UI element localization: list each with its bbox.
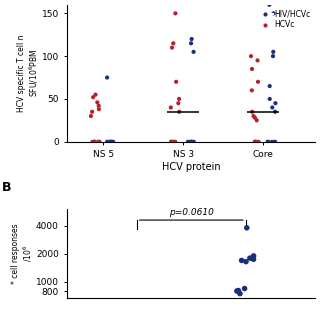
Point [234, 288, 239, 293]
Point [90, 139, 95, 144]
Point [169, 139, 174, 144]
Point [248, 53, 253, 59]
Point [270, 105, 275, 110]
Point [169, 139, 174, 144]
Point [271, 11, 276, 16]
Point [256, 139, 261, 144]
Point [189, 139, 194, 144]
Point [88, 114, 93, 119]
Point [171, 41, 176, 46]
Point [173, 139, 178, 144]
Point [273, 101, 278, 106]
Point [108, 139, 113, 144]
Point [169, 139, 174, 144]
Point [242, 286, 247, 291]
Point [108, 139, 114, 144]
Point [267, 2, 272, 7]
Point [272, 139, 277, 144]
Point [91, 95, 96, 100]
Point [189, 139, 194, 144]
Point [171, 139, 176, 144]
Point [170, 139, 175, 144]
Point [110, 139, 115, 144]
Legend: HIV/HCVc, HCVc: HIV/HCVc, HCVc [254, 6, 314, 32]
Point [168, 105, 173, 110]
Point [92, 139, 97, 144]
Point [97, 139, 102, 144]
Point [191, 49, 196, 54]
Point [273, 139, 278, 144]
Point [267, 84, 272, 89]
Point [177, 109, 182, 114]
Point [191, 139, 196, 144]
Point [266, 139, 271, 144]
Point [105, 139, 110, 144]
Point [188, 139, 194, 144]
Point [108, 139, 113, 144]
Point [269, 139, 275, 144]
Point [254, 118, 259, 123]
Point [108, 139, 113, 144]
Point [265, 139, 270, 144]
Point [92, 139, 97, 144]
Point [252, 139, 257, 144]
Point [252, 139, 257, 144]
Point [173, 79, 179, 84]
Point [95, 139, 100, 144]
Y-axis label: HCV specific T cell n
SFU/10$^6$PBM: HCV specific T cell n SFU/10$^6$PBM [17, 35, 40, 112]
Y-axis label: * cell responses
/10$^6$: * cell responses /10$^6$ [11, 223, 35, 284]
Point [249, 88, 254, 93]
Point [173, 11, 178, 16]
Point [252, 115, 258, 120]
Point [176, 101, 181, 106]
Point [236, 288, 241, 293]
Point [244, 225, 249, 230]
Point [253, 139, 259, 144]
Point [111, 139, 116, 144]
Point [271, 49, 276, 54]
Point [185, 139, 190, 144]
Point [255, 58, 260, 63]
Point [95, 100, 100, 105]
Text: p=0.0610: p=0.0610 [169, 208, 214, 217]
Point [97, 139, 102, 144]
Point [251, 253, 256, 259]
Point [250, 109, 255, 114]
Point [188, 41, 194, 46]
Point [96, 107, 101, 112]
Point [270, 53, 276, 59]
Point [92, 139, 97, 144]
Point [237, 291, 243, 296]
X-axis label: HCV protein: HCV protein [162, 162, 220, 172]
Point [105, 139, 110, 144]
Point [172, 139, 177, 144]
Point [244, 259, 249, 264]
Point [252, 139, 258, 144]
Point [249, 67, 254, 72]
Point [177, 96, 182, 101]
Text: B: B [2, 181, 11, 194]
Point [253, 139, 259, 144]
Point [251, 257, 256, 262]
Point [273, 109, 278, 114]
Point [267, 96, 272, 101]
Point [92, 139, 97, 144]
Point [239, 258, 244, 263]
Point [90, 109, 95, 114]
Point [251, 114, 256, 119]
Point [190, 139, 195, 144]
Point [93, 92, 98, 97]
Point [247, 256, 252, 261]
Point [170, 45, 175, 50]
Point [105, 75, 110, 80]
Point [189, 36, 194, 42]
Point [187, 139, 192, 144]
Point [255, 79, 260, 84]
Point [96, 103, 101, 108]
